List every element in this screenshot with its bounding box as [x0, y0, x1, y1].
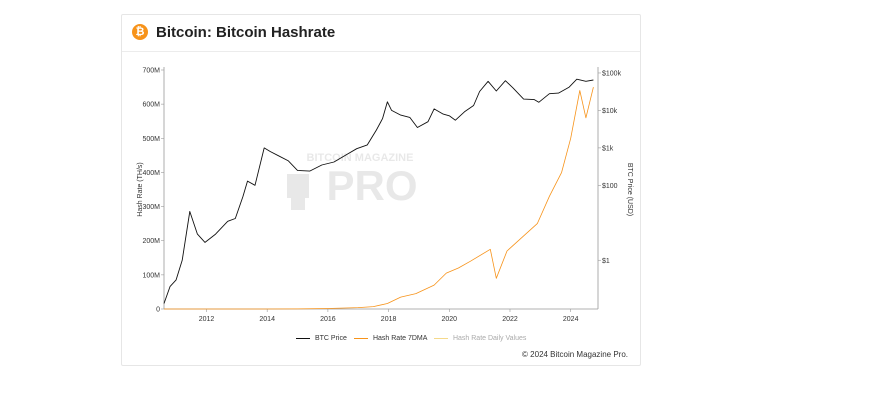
legend: BTC Price Hash Rate 7DMA Hash Rate Daily… [122, 335, 640, 347]
chart-card: ₿ Bitcoin: Bitcoin Hashrate BITCOIN MAGA… [121, 14, 641, 366]
card-header: ₿ Bitcoin: Bitcoin Hashrate [122, 15, 640, 52]
x-tick-label: 2018 [381, 316, 397, 323]
hashrate-chart: BITCOIN MAGAZINE PRO 2012 2014 2016 2018 202… [137, 67, 633, 323]
y-axis-left: 0 100M 200M 300M 400M 500M 600M 700M [142, 68, 164, 314]
x-tick-label: 2016 [320, 316, 336, 323]
x-tick-label: 2014 [259, 316, 275, 323]
y2-tick-label: $1 [602, 258, 610, 265]
copyright: © 2024 Bitcoin Magazine Pro. [522, 350, 628, 359]
y-tick-label: 700M [142, 68, 160, 75]
x-tick-label: 2012 [199, 316, 215, 323]
legend-item-btc-price[interactable]: BTC Price [296, 335, 347, 342]
legend-label: Hash Rate 7DMA [372, 335, 428, 342]
y-axis-label: Hash Rate (TH/s) [137, 162, 144, 216]
x-tick-label: 2022 [502, 316, 518, 323]
watermark-bars-icon [287, 174, 309, 198]
bitcoin-logo-icon: ₿ [132, 24, 148, 40]
y2-tick-label: $100 [602, 183, 618, 190]
y-tick-label: 0 [156, 307, 160, 314]
y2-tick-label: $10k [602, 108, 618, 115]
y-axis-right: $1 $100 $1k $10k $100k [598, 70, 622, 265]
watermark-line2: PRO [326, 162, 417, 209]
legend-swatch [296, 337, 310, 339]
y-tick-label: 400M [142, 170, 160, 177]
chart-title: Bitcoin: Bitcoin Hashrate [156, 24, 336, 41]
x-tick-label: 2024 [563, 316, 579, 323]
x-axis: 2012 2014 2016 2018 2020 2022 2024 [199, 309, 579, 323]
y2-tick-label: $100k [602, 70, 622, 77]
hashrate-7dma-line [164, 87, 594, 310]
watermark: BITCOIN MAGAZINE PRO [287, 152, 418, 210]
legend-swatch [434, 337, 448, 339]
y-tick-label: 100M [142, 272, 160, 279]
y2-axis-label: BTC Price (USD) [626, 163, 633, 216]
legend-swatch [354, 337, 368, 339]
watermark-line1: BITCOIN MAGAZINE [307, 152, 414, 164]
legend-item-hashrate-daily[interactable]: Hash Rate Daily Values [434, 335, 526, 342]
btc-price-line [163, 78, 594, 304]
y-tick-label: 200M [142, 238, 160, 245]
y-tick-label: 300M [142, 204, 160, 211]
y-tick-label: 500M [142, 136, 160, 143]
legend-label: BTC Price [314, 335, 347, 342]
legend-label: Hash Rate Daily Values [452, 335, 527, 342]
legend-item-hashrate-7dma[interactable]: Hash Rate 7DMA [354, 335, 427, 342]
x-tick-label: 2020 [441, 316, 457, 323]
watermark-bars-icon [291, 194, 305, 210]
series-layer [163, 78, 594, 310]
y2-tick-label: $1k [602, 145, 614, 152]
y-tick-label: 600M [142, 102, 160, 109]
